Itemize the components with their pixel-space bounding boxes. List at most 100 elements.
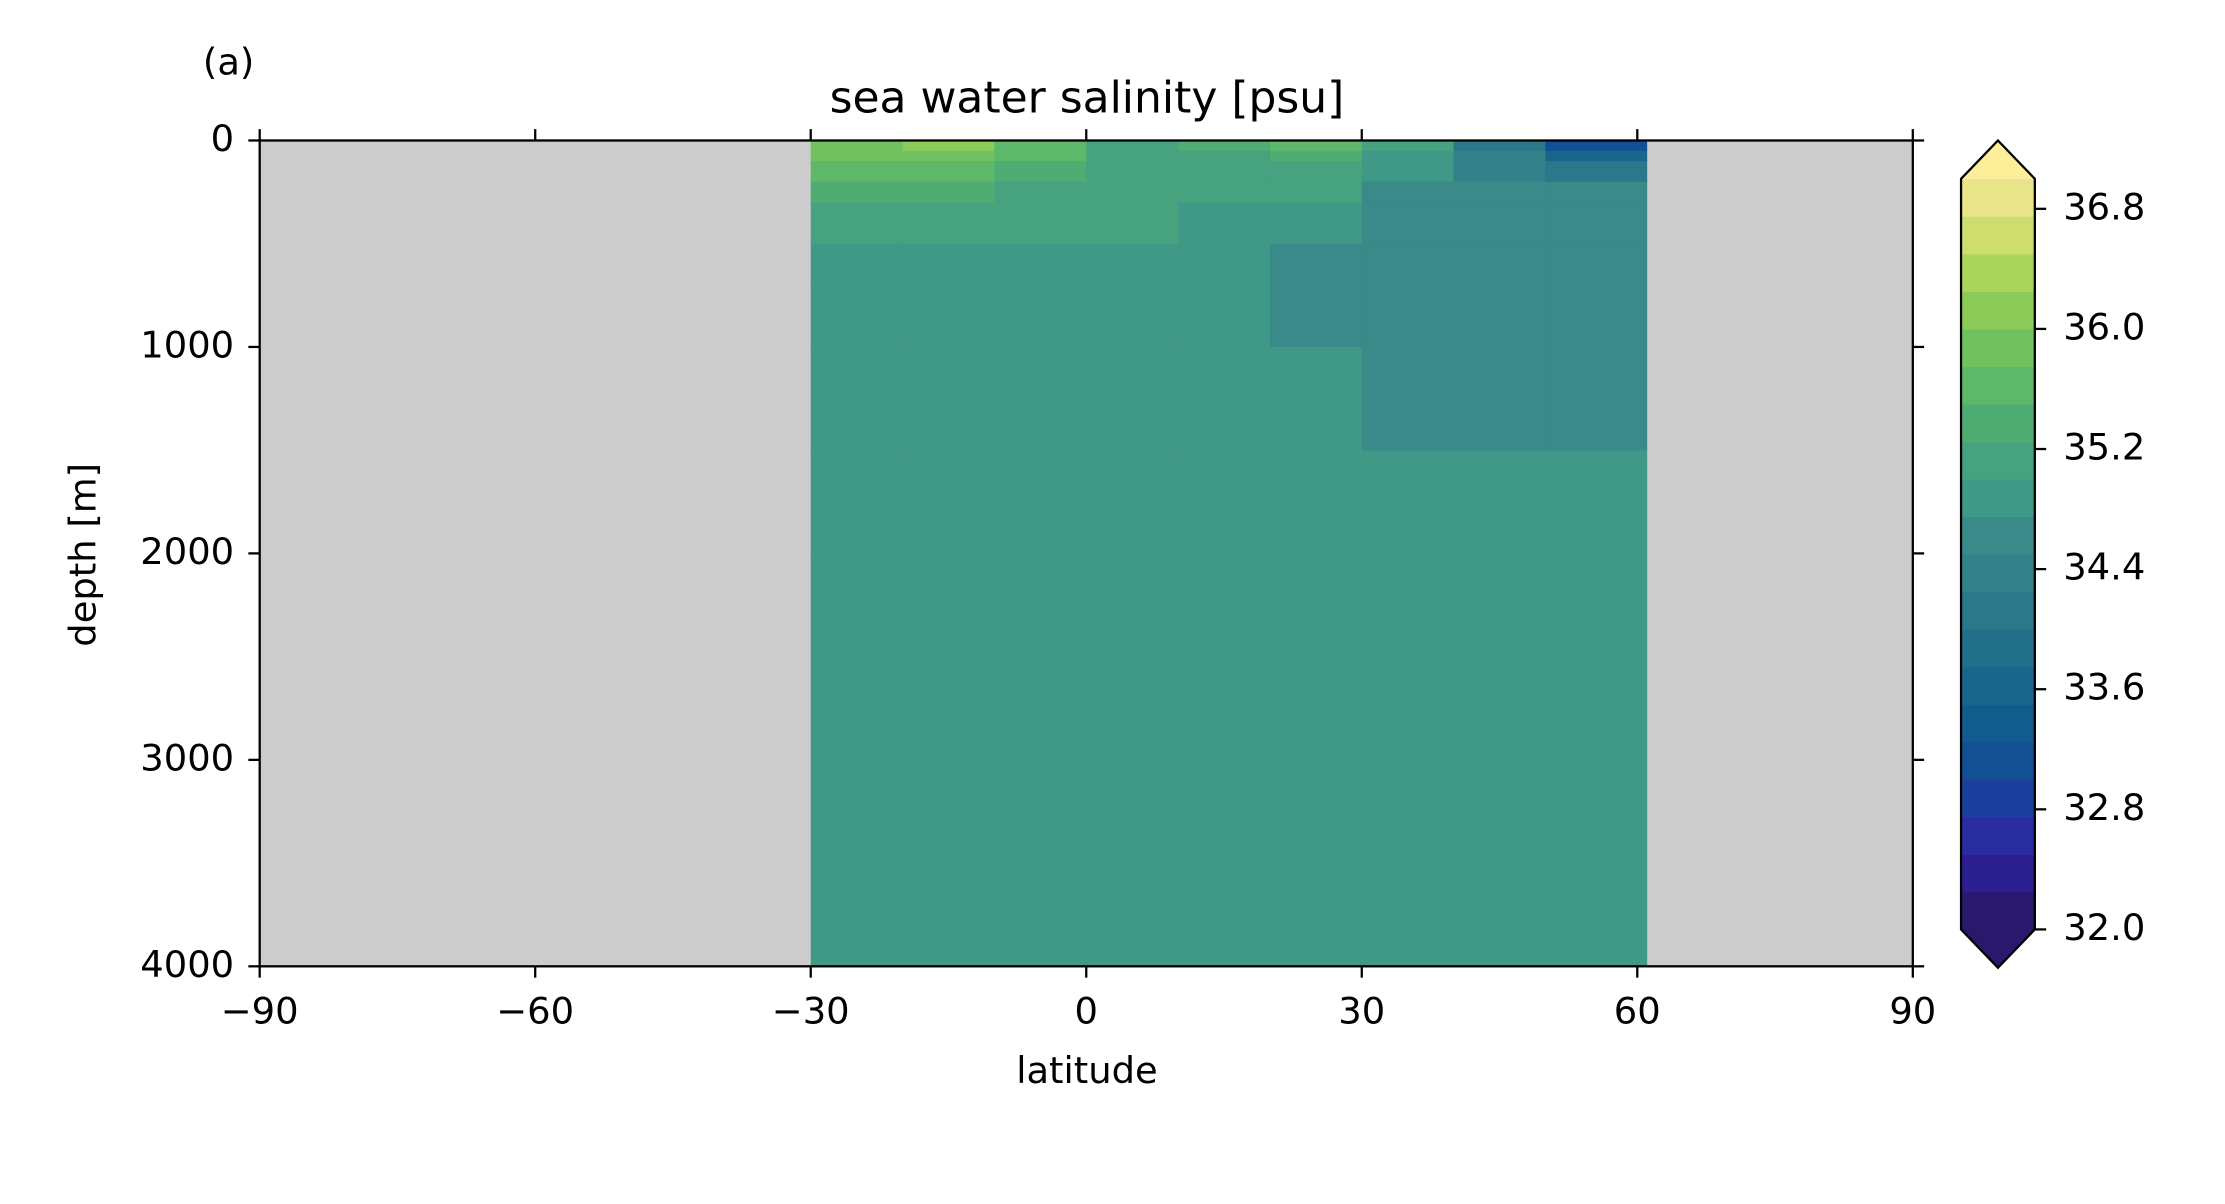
salinity-cell — [994, 140, 1087, 152]
salinity-cell — [810, 553, 904, 968]
salinity-cell — [1086, 346, 1179, 451]
x-tick-label: 0 — [1075, 990, 1098, 1033]
salinity-cell — [994, 285, 1087, 348]
salinity-cell — [1178, 140, 1271, 152]
salinity-cell — [1178, 202, 1271, 245]
colorbar-band — [1961, 178, 2035, 217]
salinity-cell — [994, 553, 1087, 968]
salinity-cell — [1269, 161, 1363, 183]
salinity-cell — [1545, 285, 1648, 348]
salinity-cell — [902, 202, 996, 245]
panel-label: (a) — [203, 40, 254, 83]
salinity-cell — [810, 181, 904, 204]
x-tick-label: −60 — [496, 990, 574, 1033]
colorbar-band — [1961, 741, 2035, 780]
salinity-cell — [994, 161, 1087, 183]
salinity-cell — [1545, 553, 1648, 968]
salinity-cell — [1269, 202, 1363, 245]
salinity-cell — [902, 161, 996, 183]
salinity-cell — [1178, 181, 1271, 204]
salinity-cell — [810, 161, 904, 183]
x-tick-label: 30 — [1338, 990, 1385, 1033]
salinity-cell — [902, 450, 996, 555]
colorbar-band — [1961, 554, 2035, 593]
colorbar-band — [1961, 253, 2035, 292]
salinity-cell — [1178, 285, 1271, 348]
salinity-cell — [1545, 243, 1648, 286]
salinity-cell — [1178, 346, 1271, 451]
salinity-cell — [1178, 243, 1271, 286]
salinity-cell — [1361, 161, 1455, 183]
salinity-cell — [810, 346, 904, 451]
salinity-cell — [1269, 243, 1363, 286]
salinity-cell — [994, 202, 1087, 245]
y-tick-label: 0 — [211, 117, 234, 160]
salinity-cell — [1086, 243, 1179, 286]
salinity-cell — [810, 450, 904, 555]
salinity-cell — [1361, 202, 1455, 245]
salinity-cell — [1361, 553, 1455, 968]
colorbar-tick-label: 32.8 — [2063, 786, 2145, 829]
salinity-cell — [902, 140, 996, 152]
colorbar-band — [1961, 441, 2035, 480]
salinity-cell — [1086, 553, 1179, 968]
salinity-cell — [1178, 450, 1271, 555]
salinity-cell — [1453, 202, 1547, 245]
salinity-cell — [1086, 161, 1179, 183]
salinity-cell — [1361, 150, 1455, 162]
colorbar-band — [1961, 291, 2035, 330]
salinity-cell — [1545, 202, 1648, 245]
x-tick-label: −30 — [772, 990, 850, 1033]
colorbar-band — [1961, 328, 2035, 368]
x-tick-label: 90 — [1889, 990, 1936, 1033]
salinity-cell — [1453, 181, 1547, 204]
colorbar-band — [1961, 403, 2035, 443]
x-tick-label: 60 — [1614, 990, 1661, 1033]
colorbar-band — [1961, 629, 2035, 668]
y-tick-label: 4000 — [140, 943, 234, 986]
x-axis-label: latitude — [1016, 1049, 1157, 1092]
colorbar-under — [1961, 929, 2035, 968]
colorbar-band — [1961, 666, 2035, 705]
y-axis-label: depth [m] — [62, 463, 105, 647]
salinity-cell — [1269, 140, 1363, 152]
salinity-cell — [994, 346, 1087, 451]
salinity-cell — [1086, 181, 1179, 204]
colorbar-tick-label: 36.8 — [2063, 185, 2145, 228]
salinity-cell — [810, 243, 904, 286]
salinity-cell — [1545, 161, 1648, 183]
colorbar-band — [1961, 779, 2035, 818]
salinity-cell — [1453, 243, 1547, 286]
salinity-cell — [1545, 181, 1648, 204]
salinity-cell — [902, 181, 996, 204]
salinity-cell — [1361, 346, 1455, 451]
salinity-cell — [1269, 285, 1363, 348]
salinity-cell — [1361, 140, 1455, 152]
colorbar-tick-label: 36.0 — [2063, 305, 2145, 348]
salinity-cell — [1361, 450, 1455, 555]
salinity-cell — [1086, 140, 1179, 152]
salinity-cell — [1269, 346, 1363, 451]
salinity-cell — [1086, 450, 1179, 555]
salinity-cell — [1269, 450, 1363, 555]
salinity-cell — [994, 243, 1087, 286]
salinity-cell — [1545, 450, 1648, 555]
salinity-cell — [1269, 181, 1363, 204]
salinity-cell — [1545, 150, 1648, 162]
salinity-cell — [902, 553, 996, 968]
salinity-cell — [1453, 161, 1547, 183]
colorbar-band — [1961, 479, 2035, 518]
colorbar-band — [1961, 854, 2035, 893]
salinity-cell — [902, 346, 996, 451]
salinity-cell — [1178, 553, 1271, 968]
colorbar-tick-label: 35.2 — [2063, 426, 2145, 469]
salinity-cell — [810, 150, 904, 162]
salinity-cell — [994, 181, 1087, 204]
colorbar-band — [1961, 591, 2035, 630]
colorbar-band — [1961, 704, 2035, 743]
salinity-cell — [902, 285, 996, 348]
y-tick-label: 2000 — [140, 530, 234, 573]
colorbar-over — [1961, 140, 2035, 179]
salinity-cell — [1453, 285, 1547, 348]
